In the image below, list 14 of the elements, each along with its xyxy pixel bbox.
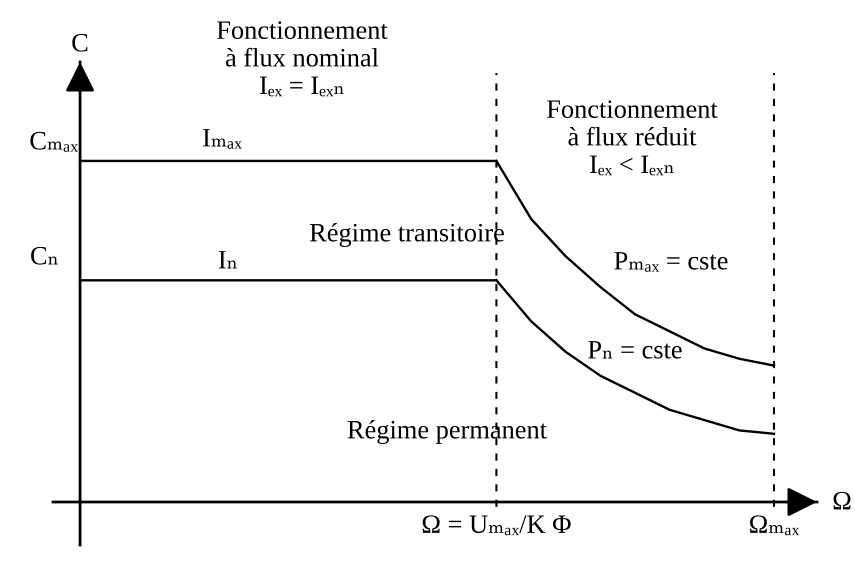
text: Fonctionnement à flux nominal Iₑₓ = Iₑₓₙ xyxy=(217,21,388,96)
text: Cₘₐₓ xyxy=(30,132,78,152)
series-label: Pₙ = cste xyxy=(588,341,682,359)
series-label: Pₘₐₓ = cste xyxy=(614,252,728,272)
y-axis-title: C xyxy=(72,34,88,52)
annotation: Cₙ xyxy=(31,246,58,265)
x-tick-label: Ω = Uₘₐₓ/K Φ xyxy=(422,515,571,536)
series-label: Iₘₐₓ xyxy=(203,129,242,149)
annotation: Régime transitoire xyxy=(310,222,504,248)
series-label: Iₙ xyxy=(218,251,237,268)
x-axis-title: Ω xyxy=(834,492,850,510)
x-tick-label: Ωₘₐₓ xyxy=(750,515,800,536)
annotation: Fonctionnement à flux réduit Iₑₓ < Iₑₓₙ xyxy=(547,100,718,176)
annotation: Régime permanent xyxy=(348,420,547,444)
